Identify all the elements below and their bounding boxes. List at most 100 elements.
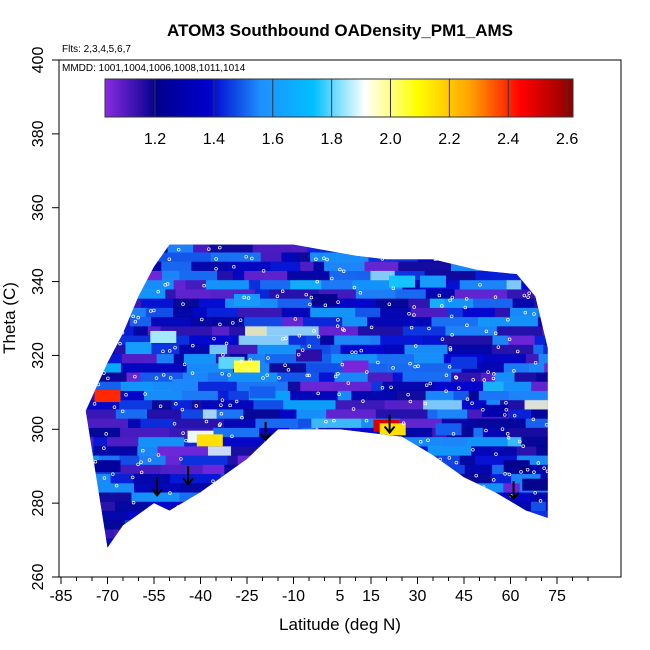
theta-band-cell (85, 408, 117, 419)
colorbar-tick-label: 2.4 (497, 131, 519, 148)
value-region (296, 349, 322, 362)
theta-band-cell (533, 344, 544, 355)
sample-point (383, 493, 388, 497)
sample-point (100, 267, 104, 271)
theta-band-cell (147, 325, 162, 336)
sample-point (427, 326, 431, 331)
sample-point (538, 499, 543, 503)
theta-band-cell (500, 445, 518, 456)
sample-point (250, 256, 254, 261)
theta-band-cell (105, 261, 152, 271)
sample-point (407, 468, 411, 472)
theta-band-cell (464, 464, 493, 475)
theta-band-cell (530, 492, 548, 502)
sample-point (536, 461, 541, 465)
theta-band-cell (313, 261, 325, 271)
theta-band-cell (202, 408, 217, 419)
theta-band-cell (371, 381, 384, 392)
theta-band-cell (459, 455, 476, 465)
sample-point (352, 285, 357, 290)
x-tick-label: 5 (336, 588, 345, 605)
theta-band-cell (492, 464, 510, 475)
sample-point (168, 491, 172, 495)
theta-band-cell (85, 427, 121, 438)
sample-point (211, 479, 215, 484)
sample-point (391, 366, 395, 370)
sample-point (104, 432, 108, 436)
sample-point (279, 432, 284, 436)
theta-band-cell (381, 234, 434, 244)
theta-band-cell (473, 298, 514, 308)
sample-point (328, 462, 333, 467)
value-region (249, 386, 276, 399)
theta-band-cell (210, 288, 256, 299)
sample-point (373, 495, 378, 499)
sample-point (369, 325, 374, 330)
theta-band-cell (365, 501, 379, 512)
theta-band-cell (330, 344, 341, 355)
theta-band-cell (277, 298, 313, 308)
theta-band-cell (394, 270, 426, 281)
theta-band-cell (522, 528, 548, 539)
theta-band-cell (283, 492, 306, 502)
sample-point (286, 368, 291, 372)
x-tick-label: -25 (235, 588, 258, 605)
theta-band-cell (337, 455, 372, 465)
sample-point (100, 260, 105, 265)
theta-band-cell (295, 464, 307, 475)
sample-point (325, 257, 329, 262)
theta-band-cell (101, 234, 137, 244)
theta-band-cell (441, 418, 477, 428)
theta-band-cell (105, 252, 121, 262)
theta-band-cell (431, 316, 479, 327)
theta-band-cell (511, 473, 541, 484)
theta-band-cell (217, 390, 229, 401)
sample-point (503, 413, 507, 417)
sample-point (176, 505, 180, 509)
theta-band-cell (192, 307, 208, 318)
theta-band-cell (228, 482, 249, 493)
theta-band-cell (269, 261, 301, 271)
x-axis: -85 -70 -55 -40 -25 -10 5 15 30 45 60 75 (49, 577, 589, 605)
sample-point (533, 491, 537, 495)
theta-band-cell (531, 381, 548, 392)
theta-band-cell (534, 244, 548, 253)
theta-band-cell (85, 362, 122, 373)
theta-band-cell (329, 270, 357, 281)
theta-band-cell (444, 298, 474, 308)
theta-band-cell (374, 436, 400, 447)
sample-point (220, 371, 224, 376)
theta-band-cell (217, 270, 234, 281)
sample-point (414, 248, 419, 253)
theta-band-cell (377, 519, 415, 530)
theta-band-cell (331, 436, 376, 447)
theta-band-cell (176, 234, 187, 244)
theta-band-cell (85, 270, 110, 281)
theta-band-cell (96, 325, 134, 336)
theta-band-cell (85, 335, 96, 345)
down-arrow (507, 480, 520, 501)
y-tick-label: 380 (30, 120, 47, 147)
arrow-head (507, 492, 520, 501)
theta-band-cell (243, 501, 294, 512)
sample-point (316, 391, 320, 396)
sample-point (423, 401, 428, 406)
sample-point (218, 245, 222, 250)
theta-band-cell (423, 399, 463, 410)
sample-point (220, 398, 225, 402)
theta-band-cell (543, 464, 548, 475)
sample-point (454, 376, 459, 380)
theta-band-cell (380, 307, 412, 318)
theta-band-cell (244, 316, 283, 327)
sample-point (207, 247, 211, 251)
theta-band-cell (147, 501, 199, 512)
arrow-head (383, 425, 396, 435)
x-tick-label: -55 (142, 588, 165, 605)
theta-band-cell (544, 519, 548, 530)
theta-band-cell (369, 335, 381, 345)
theta-band-cell (93, 445, 138, 456)
theta-band-cell (510, 418, 527, 428)
theta-band-cell (97, 279, 121, 290)
theta-band-cell (115, 501, 148, 512)
sample-point (214, 266, 218, 271)
